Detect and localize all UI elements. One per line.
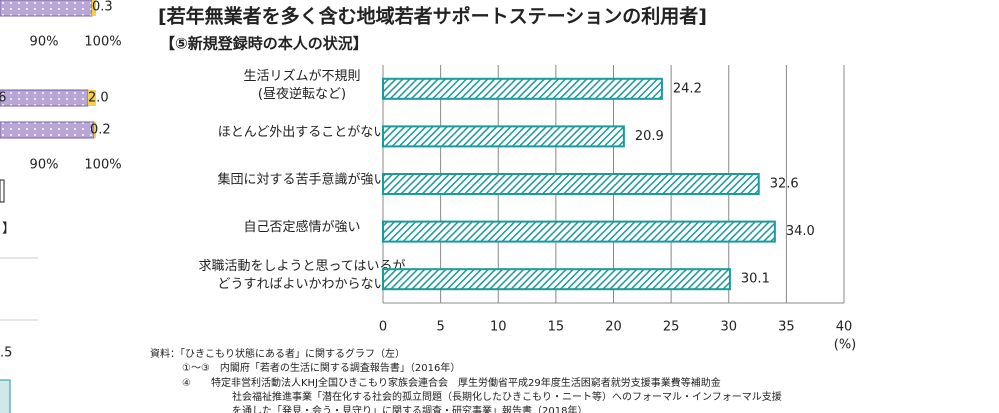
value-label: 20.9 <box>635 129 664 144</box>
x-tick-label: 30 <box>720 320 737 335</box>
value-label: 30.1 <box>741 272 770 287</box>
x-tick-label: 0 <box>379 320 387 335</box>
value-label: 34.0 <box>786 224 815 239</box>
y-tick-label: 自己否定感情が強い <box>243 219 360 235</box>
x-tick-label: 25 <box>663 320 680 335</box>
chart-title: [若年無業者を多く含む地域若者サポートステーションの利用者] <box>158 5 707 28</box>
source-note: 資料：「ひきこもり状態にある者」に関するグラフ（左） <box>150 347 405 360</box>
fragment-label: 0.3 <box>92 0 113 15</box>
fragment-label: 】 <box>2 222 15 237</box>
x-tick-label: 20 <box>605 320 622 335</box>
fragment-box <box>0 179 5 203</box>
bar <box>382 77 663 100</box>
x-tick-label: 10 <box>490 320 507 335</box>
y-tick-label: 集団に対する苦手意識が強い <box>217 172 386 188</box>
value-label: 24.2 <box>673 81 702 96</box>
source-note: 社会福祉推進事業「潜在化する社会的孤立問題（長期化したひきこもり・ニート等）への… <box>232 390 782 403</box>
fragment-label: .6 <box>0 91 6 106</box>
fragment-bar <box>94 122 96 138</box>
value-label: 32.6 <box>770 177 799 192</box>
chart-subtitle: 【⑤新規登録時の本人の状況】 <box>160 35 368 53</box>
y-tick-label: 求職活動をしようと思ってはいるがどうすればよいかわからない <box>198 259 405 292</box>
bar <box>382 173 760 195</box>
fragment-bar <box>88 90 96 106</box>
bar <box>382 125 625 148</box>
fragment-label: 2.0 <box>88 91 109 106</box>
x-axis-label: (%) <box>834 338 857 353</box>
fragment-bar <box>92 0 96 16</box>
y-tick-label: ほとんど外出することがない <box>218 125 387 140</box>
x-tick-label: 5 <box>436 320 444 335</box>
fragment-bar <box>0 379 11 413</box>
x-tick-label: 35 <box>778 320 795 335</box>
bar <box>382 220 776 243</box>
fragment-bar <box>0 121 95 139</box>
x-tick-label: 15 <box>548 320 565 335</box>
fragment-label: .5 <box>0 346 12 361</box>
source-note: を通した「発見・会う・見守り」に関する調査・研究事業」報告書（2018年） <box>232 404 587 413</box>
source-note: ④ 特定非営利活動法人KHJ全国ひきこもり家族会連合会 厚生労働省平成29年度生… <box>182 376 721 389</box>
x-tick-label: 40 <box>836 320 853 335</box>
fragment-label: 0.2 <box>90 123 111 138</box>
fragment-label: 100% <box>84 158 121 173</box>
source-note: ①～③ 内閣府「若者の生活に関する調査報告書」（2016年） <box>182 361 460 374</box>
bar <box>382 268 731 291</box>
y-tick-label: 生活リズムが不規則(昼夜逆転など) <box>243 67 360 101</box>
fragment-label: 90% <box>30 158 59 173</box>
fragment-label: 100% <box>84 35 121 50</box>
fragment-bar <box>0 89 89 107</box>
fragment-label: 90% <box>30 35 59 50</box>
fragment-bar <box>0 0 93 17</box>
